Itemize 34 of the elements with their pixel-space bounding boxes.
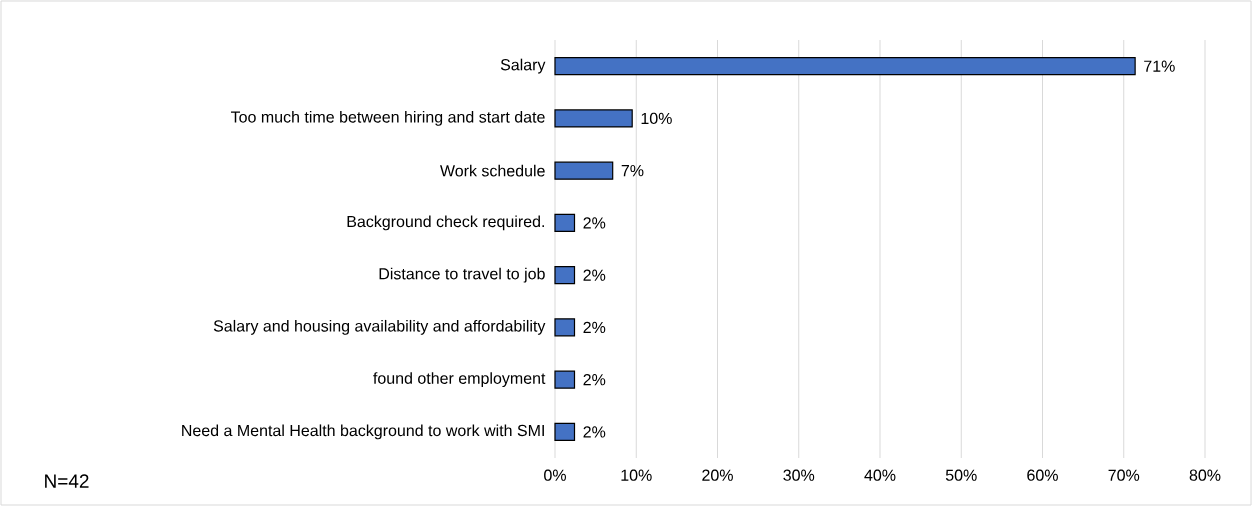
y-tick-label: found other employment: [373, 372, 546, 388]
x-tick-label: 0%: [544, 469, 566, 481]
bar: [554, 213, 576, 232]
bar: [554, 266, 576, 285]
x-tick-label: 80%: [1189, 469, 1221, 481]
bar: [554, 161, 614, 180]
y-tick-label: Background check required.: [347, 215, 544, 231]
bar: [554, 422, 576, 441]
data-label: 7%: [621, 165, 644, 177]
bar: [554, 109, 633, 128]
data-label: 71%: [1144, 60, 1175, 72]
x-tick-label: 10%: [621, 469, 652, 481]
y-tick-label: Too much time between hiring and start date: [230, 110, 545, 126]
bar: [554, 370, 576, 389]
bar: [554, 57, 1136, 76]
x-tick-label: 60%: [1027, 469, 1058, 481]
text: N=42: [45, 474, 89, 488]
x-tick-label: 40%: [864, 469, 896, 481]
x-tick-label: 70%: [1108, 469, 1140, 481]
data-label: 2%: [583, 269, 606, 281]
y-tick-label: Distance to travel to job: [379, 267, 545, 283]
data-label: 2%: [583, 321, 606, 334]
data-label: 2%: [583, 217, 606, 229]
x-tick-label: 20%: [702, 469, 733, 481]
data-label: 10%: [641, 112, 672, 125]
data-label: 2%: [583, 374, 606, 386]
y-tick-label: Salary and housing availability and affordability: [213, 319, 546, 335]
bar: [554, 318, 576, 337]
x-tick-label: 30%: [783, 469, 815, 481]
y-tick-label: Salary: [500, 58, 546, 74]
data-label: 2%: [583, 426, 606, 438]
y-tick-label: Need a Mental Health background to work with SMI: [182, 424, 544, 440]
y-tick-label: Work schedule: [440, 164, 545, 177]
x-tick-label: 50%: [945, 469, 977, 481]
